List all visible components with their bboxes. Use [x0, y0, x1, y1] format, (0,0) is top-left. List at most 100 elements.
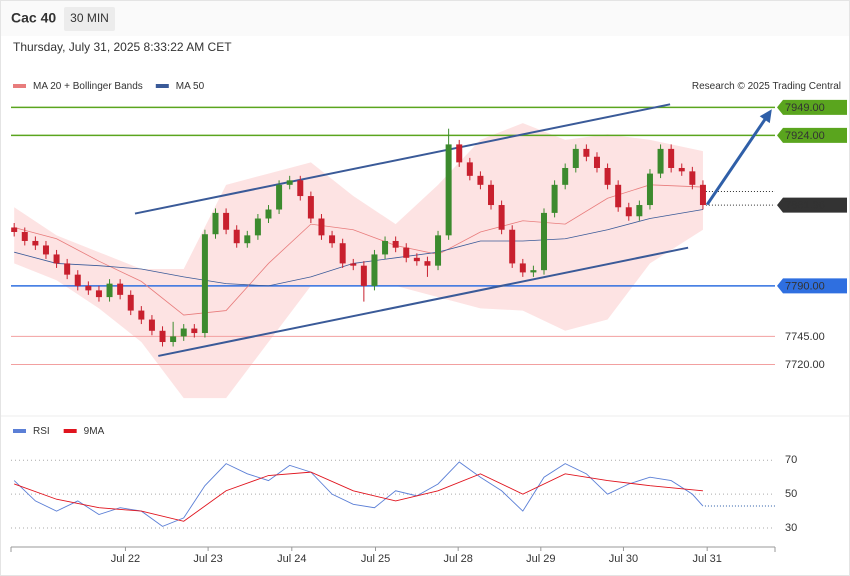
level-label: 7861.96	[785, 199, 825, 211]
candle-body	[170, 336, 177, 343]
candle-body	[95, 290, 102, 298]
legend-label: MA 50	[176, 81, 205, 92]
candle-body	[583, 148, 590, 157]
x-tick-label: Jul 25	[361, 553, 390, 565]
level-tag	[777, 127, 847, 143]
candle-body	[689, 171, 696, 185]
candle-body	[371, 254, 378, 286]
candle-body	[85, 285, 92, 291]
x-tick-label: Jul 29	[526, 553, 555, 565]
x-tick-label: Jul 30	[609, 553, 638, 565]
candle-body	[562, 167, 569, 185]
candle-body	[74, 274, 81, 286]
candle-body	[233, 229, 240, 244]
candle-body	[435, 235, 442, 266]
candle-body	[593, 156, 600, 168]
legend-swatch	[13, 429, 26, 433]
level-tag	[777, 197, 847, 213]
candle-body	[117, 283, 124, 295]
candle-body	[265, 209, 272, 219]
trendline	[158, 246, 689, 357]
candle-body	[572, 148, 579, 168]
candle-body	[530, 270, 537, 273]
candle-body	[519, 263, 526, 273]
candle-body	[21, 231, 28, 241]
candle-body	[646, 173, 653, 206]
level-label: 7790.00	[785, 280, 825, 292]
candle-body	[678, 167, 685, 172]
level-label: 7949.00	[785, 102, 825, 114]
forecast-arrowhead	[759, 109, 772, 124]
candle-body	[180, 328, 187, 337]
candle-body	[488, 184, 495, 206]
legend-swatch	[63, 429, 77, 433]
candle-body	[615, 184, 622, 208]
forecast-arrow	[705, 116, 768, 206]
candle-body	[254, 218, 261, 236]
ma-line	[14, 184, 703, 316]
source: Research © 2025 Trading Central	[692, 81, 841, 92]
candle-body	[699, 184, 706, 206]
legend-label: MA 20 + Bollinger Bands	[33, 81, 143, 92]
interval-button[interactable]	[64, 7, 115, 31]
rsi-panel: RSI 9MA 70 50 30 Jul 22 Jul 23 Jul 24 Jul 25 Jul …	[10, 426, 797, 565]
y-tick-label: 30	[785, 522, 797, 534]
candle-body	[456, 144, 463, 163]
candle-body	[42, 245, 49, 255]
x-tick-label: Jul 24	[277, 553, 306, 565]
candle-body	[64, 263, 71, 275]
level-label: 7924.00	[785, 130, 825, 142]
x-tick-label: Jul 28	[443, 553, 472, 565]
candle-body	[625, 207, 632, 217]
candle-body	[106, 283, 113, 298]
candle-body	[360, 265, 367, 286]
y-tick-label: 70	[785, 454, 797, 466]
candle-body	[191, 328, 198, 334]
indicator-line	[13, 461, 704, 527]
candle-body	[148, 319, 155, 331]
level-label: 7745.00	[785, 331, 825, 343]
x-tick-label: Jul 31	[693, 553, 722, 565]
candle-body	[53, 254, 60, 264]
candle-body	[11, 227, 18, 232]
legend-label: RSI	[33, 426, 50, 437]
legend-label: 9MA	[84, 426, 105, 437]
candle-body	[551, 184, 558, 213]
level-tag	[777, 278, 847, 294]
candle-body	[138, 310, 145, 320]
x-tick-label: Jul 23	[193, 553, 222, 565]
indicator-line	[14, 471, 703, 522]
candle-body	[668, 148, 675, 168]
timestamp: Thursday, July 31, 2025 8:33:22 AM CET	[13, 40, 232, 54]
candle-body	[307, 196, 314, 219]
trendline	[134, 103, 671, 215]
candle-body	[424, 261, 431, 266]
candle-body	[329, 235, 336, 244]
candle-body	[392, 240, 399, 248]
candle-body	[413, 257, 420, 262]
candle-body	[223, 212, 230, 230]
header-bar	[1, 1, 849, 36]
legend-swatch	[13, 84, 26, 88]
candle-body	[636, 205, 643, 217]
legend-swatch	[155, 84, 169, 88]
price-panel: MA 20 + Bollinger Bands MA 50 Research © 2…	[11, 81, 847, 399]
candle-body	[159, 330, 166, 343]
candle-body	[339, 243, 346, 264]
symbol: Cac 40	[11, 10, 56, 26]
candle-body	[127, 294, 134, 311]
candle-body	[286, 180, 293, 185]
candle-body	[244, 235, 251, 244]
candle-body	[604, 167, 611, 185]
candle-body	[201, 234, 208, 334]
candle-body	[445, 144, 452, 236]
candle-body	[509, 229, 516, 264]
candle-body	[498, 205, 505, 230]
candle-body	[657, 148, 664, 174]
candle-body	[466, 162, 473, 176]
level-label: 7720.00	[785, 359, 825, 371]
interval[interactable]: 30 MIN	[70, 11, 109, 25]
candle-body	[382, 240, 389, 255]
candle-body	[297, 180, 304, 197]
